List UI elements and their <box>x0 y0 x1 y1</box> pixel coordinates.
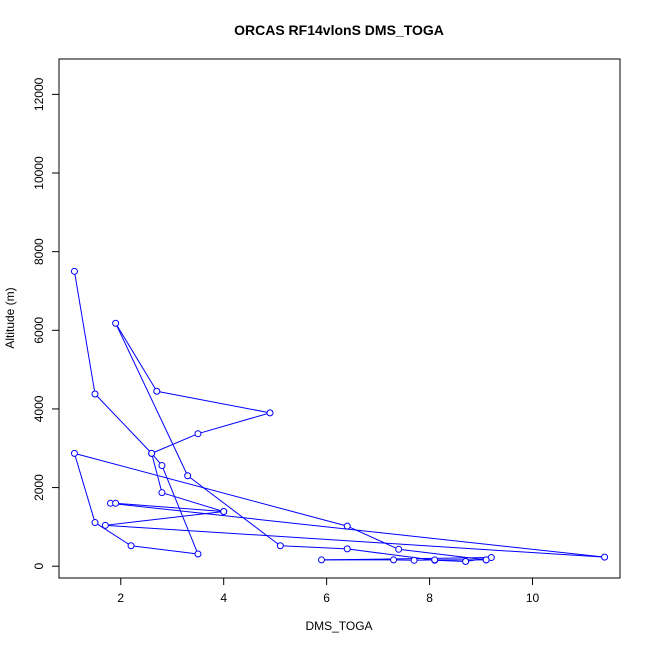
x-tick-label: 10 <box>526 591 540 605</box>
data-point <box>153 387 161 395</box>
data-point <box>158 489 166 497</box>
series-segment <box>161 465 199 555</box>
y-axis-label: Altitude (m) <box>3 287 17 348</box>
data-point <box>194 550 202 558</box>
series-segment <box>73 453 96 523</box>
plot-frame <box>58 58 621 579</box>
data-point <box>390 556 398 564</box>
data-point <box>184 472 192 480</box>
series-segment <box>130 545 199 555</box>
y-tick-label: 10000 <box>32 156 46 190</box>
data-point <box>91 519 99 527</box>
series-segment <box>110 502 605 558</box>
data-point <box>343 522 351 530</box>
series-segment <box>115 322 158 392</box>
data-point <box>194 430 202 438</box>
data-point <box>601 553 609 561</box>
data-point <box>220 508 228 516</box>
y-tick-label: 2000 <box>32 474 46 501</box>
series-altitude-profile <box>70 267 609 565</box>
x-tick-label: 2 <box>117 591 124 605</box>
data-point <box>91 390 99 398</box>
data-point <box>431 556 439 564</box>
series-segment <box>73 271 96 395</box>
data-point <box>266 409 274 417</box>
x-tick-label: 6 <box>323 591 330 605</box>
series-segment <box>94 393 153 454</box>
y-tick-label: 6000 <box>32 317 46 344</box>
data-point <box>112 319 120 327</box>
data-point <box>148 449 156 457</box>
data-point <box>410 556 418 564</box>
series-segment <box>161 492 224 513</box>
series-segment <box>156 390 271 414</box>
series-segment <box>197 412 271 435</box>
y-tick-label: 0 <box>32 563 46 570</box>
data-point <box>317 556 325 564</box>
x-tick-label: 4 <box>220 591 227 605</box>
data-point <box>462 557 470 565</box>
x-tick-label: 8 <box>426 591 433 605</box>
y-tick-label: 8000 <box>32 238 46 265</box>
y-tick-label: 12000 <box>32 77 46 111</box>
data-point <box>70 449 78 457</box>
data-point <box>127 542 135 550</box>
series-segment <box>94 522 132 547</box>
data-point <box>158 462 166 470</box>
series-segment <box>115 323 189 476</box>
data-point <box>343 545 351 553</box>
data-point <box>112 499 120 507</box>
y-tick-label: 4000 <box>32 395 46 422</box>
series-segment <box>151 453 163 493</box>
y-axis: 0 2000 4000 6000 8000 10000 12000 <box>32 77 60 570</box>
x-axis-label: DMS_TOGA <box>305 619 372 633</box>
series-segment <box>398 548 487 561</box>
x-axis: 2 4 6 8 10 <box>117 577 540 605</box>
data-point <box>101 521 109 529</box>
series-segment <box>434 559 466 562</box>
data-point <box>70 267 78 275</box>
data-point <box>482 556 490 564</box>
series-segment <box>280 545 348 550</box>
data-point <box>276 542 284 550</box>
chart-title: ORCAS RF14vlonS DMS_TOGA <box>234 22 444 38</box>
series-segment <box>115 502 224 513</box>
series-segment <box>74 452 348 527</box>
series-segment <box>151 433 199 454</box>
data-point <box>395 545 403 553</box>
series-segment <box>105 524 605 558</box>
